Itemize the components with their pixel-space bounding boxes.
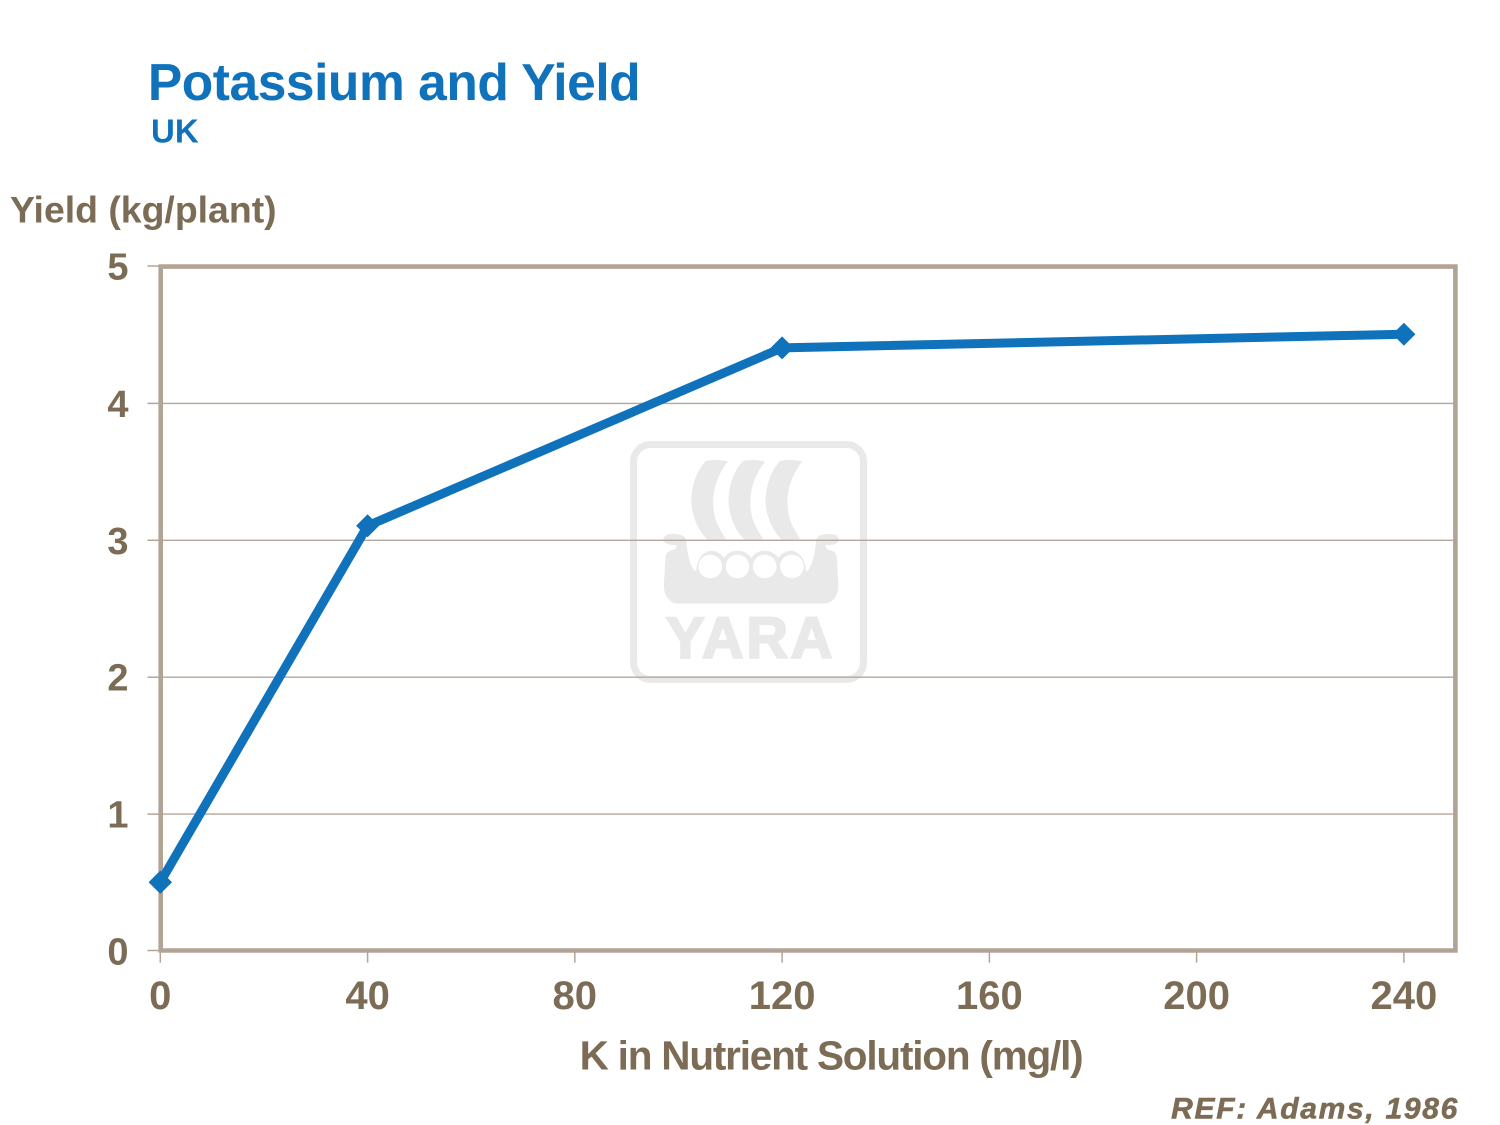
svg-text:0: 0	[107, 932, 128, 974]
svg-text:2: 2	[107, 658, 128, 700]
svg-text:3: 3	[107, 521, 128, 563]
svg-text:YARA: YARA	[666, 606, 835, 671]
svg-text:5: 5	[107, 247, 128, 289]
svg-text:40: 40	[345, 974, 390, 1018]
svg-text:200: 200	[1163, 974, 1230, 1018]
svg-text:120: 120	[749, 974, 816, 1018]
svg-text:Potassium and Yield: Potassium and Yield	[148, 53, 640, 111]
svg-text:K in Nutrient Solution (mg/l): K in Nutrient Solution (mg/l)	[580, 1033, 1083, 1079]
svg-text:1: 1	[107, 795, 128, 837]
svg-text:160: 160	[956, 974, 1023, 1018]
svg-text:REF: Adams, 1986: REF: Adams, 1986	[1171, 1093, 1459, 1125]
svg-text:240: 240	[1371, 974, 1438, 1018]
svg-text:80: 80	[553, 974, 598, 1018]
svg-text:0: 0	[149, 974, 171, 1018]
svg-text:4: 4	[107, 384, 128, 426]
svg-text:Yield (kg/plant): Yield (kg/plant)	[10, 189, 277, 231]
svg-text:UK: UK	[151, 112, 199, 149]
